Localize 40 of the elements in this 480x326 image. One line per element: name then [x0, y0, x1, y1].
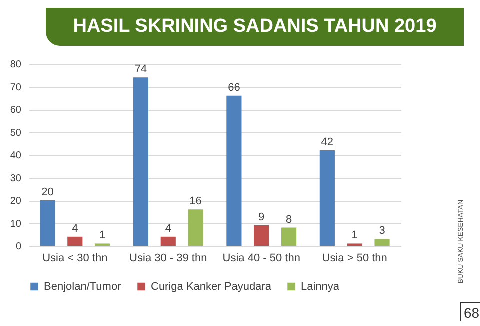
data-label: 1: [100, 230, 106, 242]
text: 68: [460, 302, 480, 321]
data-label: 1: [352, 230, 358, 242]
y-tick-label: 0: [16, 242, 22, 252]
y-tick-label: 30: [10, 173, 22, 184]
bar: [226, 96, 242, 246]
data-label: 8: [286, 214, 292, 226]
data-label: 16: [190, 196, 202, 208]
bar: [68, 236, 83, 246]
data-label: 74: [134, 64, 148, 76]
data-label: 66: [228, 82, 240, 94]
y-tick-label: 80: [10, 60, 22, 70]
legend-label: Benjolan/Tumor: [44, 280, 122, 293]
data-label: 4: [72, 222, 78, 235]
x-tick-label: Usia 40 - 50 thn: [222, 252, 300, 264]
bar: [40, 200, 56, 246]
y-tick-label: 50: [10, 128, 22, 139]
data-label: 42: [321, 136, 334, 148]
bar: [133, 78, 149, 246]
data-label: 9: [258, 212, 265, 224]
data-label: 20: [42, 186, 54, 198]
bar: [254, 226, 270, 246]
legend-label: Curiga Kanker Payudara: [151, 280, 272, 293]
legend-label: Lainnya: [301, 280, 340, 293]
y-tick-label: 70: [10, 82, 22, 94]
bar: [374, 239, 390, 246]
data-label: 3: [379, 225, 386, 238]
y-tick-label: 60: [10, 105, 22, 116]
data-label: 4: [165, 222, 172, 235]
bar: [281, 228, 297, 246]
chart-title: HASIL SKRINING SADANIS TAHUN 2019: [46, 8, 464, 46]
y-tick-label: 40: [10, 150, 22, 162]
x-tick-label: Usia 30 - 39 thn: [130, 252, 208, 264]
y-tick-label: 20: [10, 196, 22, 207]
x-tick-label: Usia < 30 thn: [42, 252, 108, 264]
y-tick-label: 10: [10, 218, 22, 230]
bar: [160, 236, 176, 246]
bar: [320, 150, 335, 246]
x-tick-label: Usia > 50 thn: [322, 252, 388, 264]
bar: [188, 210, 204, 246]
